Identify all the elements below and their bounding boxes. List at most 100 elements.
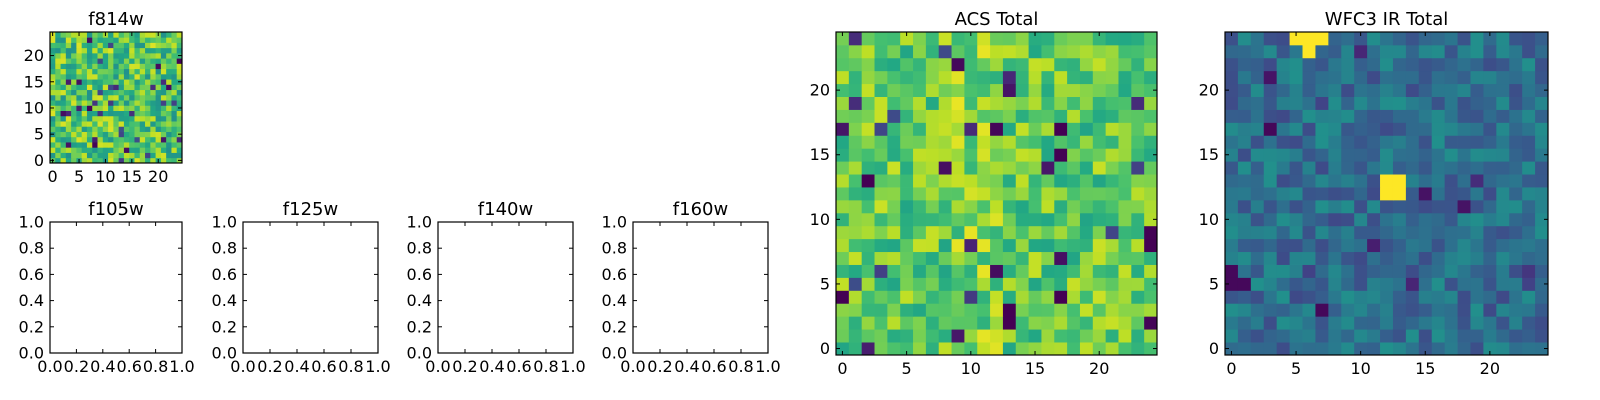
heatmap-cell	[1276, 225, 1290, 240]
heatmap-cell	[1431, 212, 1446, 227]
heatmap-cell	[1237, 32, 1252, 46]
heatmap-cell	[1237, 83, 1252, 97]
heatmap-cell	[1457, 174, 1471, 188]
heatmap-cell	[113, 147, 120, 153]
heatmap-cell	[1509, 83, 1523, 97]
heatmap-cell	[1302, 329, 1316, 343]
heatmap-cell	[1276, 135, 1290, 149]
heatmap-cell	[1237, 122, 1252, 136]
heatmap-cell	[1367, 251, 1381, 265]
heatmap-cell	[887, 199, 901, 214]
y-tick-label: 15	[1199, 145, 1219, 164]
heatmap-cell	[1535, 135, 1549, 149]
heatmap-cell	[118, 147, 125, 153]
heatmap-cell	[1354, 212, 1368, 227]
heatmap-cell	[1457, 303, 1471, 317]
heatmap-cell	[900, 148, 914, 162]
heatmap-cell	[86, 79, 93, 85]
heatmap-cell	[848, 135, 863, 149]
heatmap-cell	[1522, 264, 1536, 278]
x-tick-label: 10	[95, 167, 115, 186]
heatmap-cell	[129, 131, 135, 138]
heatmap-cell	[1405, 303, 1420, 317]
heatmap-cell	[1237, 148, 1252, 162]
heatmap-cell	[1131, 251, 1145, 265]
heatmap-cell	[81, 42, 88, 49]
heatmap-cell	[118, 142, 125, 148]
heatmap-cell	[874, 70, 888, 85]
heatmap-cell	[1341, 277, 1355, 291]
heatmap-cell	[1457, 264, 1471, 278]
heatmap-cell	[60, 142, 67, 148]
x-tick-label: 0	[48, 167, 58, 186]
heatmap-cell	[874, 212, 888, 227]
x-tick-label: 15	[122, 167, 142, 186]
heatmap-cell	[1263, 32, 1278, 46]
heatmap-cell	[1483, 135, 1497, 149]
heatmap-cell	[836, 83, 850, 97]
heatmap-cell	[1067, 212, 1081, 227]
heatmap-cell	[1470, 57, 1484, 72]
heatmap-cell	[1483, 57, 1497, 72]
heatmap-cell	[1522, 329, 1536, 343]
heatmap-cell	[977, 83, 991, 97]
heatmap-cell	[1418, 290, 1433, 304]
heatmap-cell	[861, 32, 875, 46]
heatmap-cell	[1054, 290, 1068, 304]
heatmap-cell	[874, 187, 888, 201]
heatmap-cell	[938, 264, 952, 278]
heatmap-cell	[1380, 251, 1394, 265]
heatmap-cell	[102, 131, 109, 138]
heatmap-cell	[1028, 96, 1042, 110]
heatmap-cell	[118, 73, 125, 80]
heatmap-cell	[951, 199, 965, 214]
heatmap-cell	[81, 100, 88, 106]
heatmap-cell	[913, 225, 927, 240]
heatmap-cell	[71, 63, 77, 70]
heatmap-cell	[1302, 212, 1316, 227]
heatmap-cell	[938, 96, 952, 110]
heatmap-cell	[76, 100, 83, 106]
heatmap-cell	[1067, 316, 1081, 330]
heatmap-cell	[1276, 316, 1290, 330]
heatmap-cell	[1276, 303, 1290, 317]
heatmap-cell	[108, 73, 114, 80]
heatmap-cell	[1302, 135, 1316, 149]
heatmap-cell	[1354, 135, 1368, 149]
heatmap-cell	[1328, 83, 1342, 97]
heatmap-cell	[1392, 329, 1407, 343]
heatmap-cell	[1418, 251, 1433, 265]
heatmap-cell	[1225, 187, 1239, 201]
heatmap-cell	[1380, 96, 1394, 110]
heatmap-cell	[1509, 329, 1523, 343]
heatmap-cell	[1431, 70, 1446, 85]
heatmap-cell	[1237, 342, 1252, 356]
heatmap-cell	[1041, 342, 1055, 356]
heatmap-cell	[50, 47, 56, 54]
heatmap-cell	[55, 121, 61, 127]
heatmap-cell	[150, 131, 156, 138]
heatmap-cell	[1105, 83, 1119, 97]
heatmap-cell	[92, 52, 98, 59]
heatmap-cell	[55, 100, 61, 106]
heatmap-cell	[1105, 238, 1119, 253]
heatmap-cell	[1405, 83, 1420, 97]
heatmap-cell	[1496, 238, 1510, 253]
heatmap-cell	[913, 238, 927, 253]
heatmap-cell	[97, 147, 104, 153]
heatmap-cell	[155, 37, 162, 43]
heatmap-cell	[1118, 251, 1132, 265]
heatmap-cell	[134, 58, 141, 64]
heatmap-cell	[1015, 187, 1029, 201]
y-tick-label: 0.2	[407, 317, 432, 336]
heatmap-cell	[113, 84, 120, 91]
heatmap-cell	[1457, 316, 1471, 330]
heatmap-cell	[925, 290, 940, 304]
heatmap-cell	[1418, 83, 1433, 97]
heatmap-cell	[1380, 174, 1394, 188]
heatmap-cell	[1002, 135, 1017, 149]
heatmap-cell	[1302, 44, 1316, 59]
heatmap-cell	[1092, 148, 1107, 162]
heatmap-cell	[1509, 199, 1523, 214]
heatmap-cell	[166, 157, 172, 164]
